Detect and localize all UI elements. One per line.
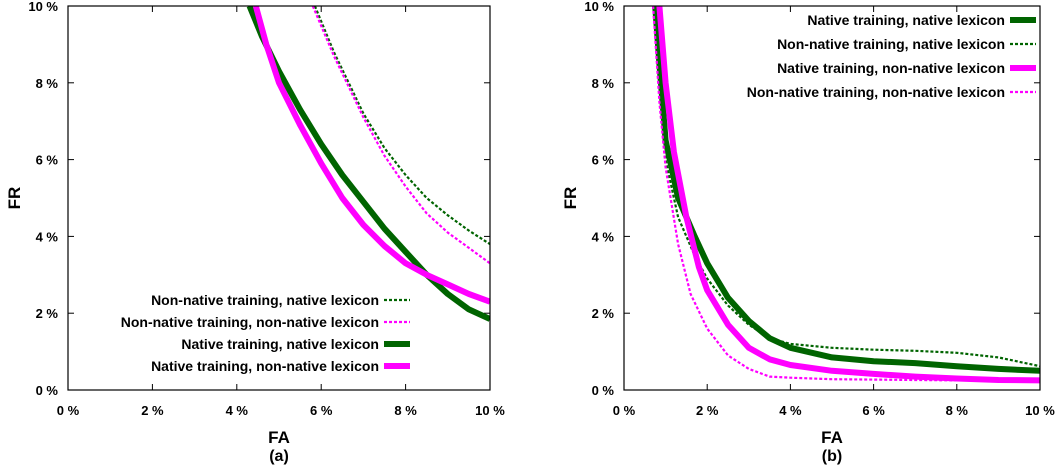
legend-label: Native training, native lexicon (807, 12, 1005, 28)
x-axis-label: FA (268, 428, 290, 447)
legend-label: Non-native training, native lexicon (777, 36, 1005, 52)
legend-label: Native training, non-native lexicon (777, 60, 1005, 76)
x-tick-label: 6 % (862, 403, 885, 418)
y-axis-label: FR (5, 187, 24, 210)
y-tick-label: 6 % (36, 153, 59, 168)
x-tick-label: 10 % (1025, 403, 1055, 418)
legend-label: Non-native training, non-native lexicon (747, 84, 1005, 100)
plot-frame (67, 5, 491, 391)
chart-panel-b: 0 % 2 % 4 % 6 % 8 % 10 % 0 % 2 % 4 % 6 % 8 % 10 % Na… (561, 0, 1055, 465)
x-tick-label: 4 % (779, 403, 802, 418)
y-tick-label: 6 % (592, 153, 615, 168)
series-line-3 (656, 6, 1040, 384)
x-tick-label: 4 % (226, 403, 249, 418)
x-tick-label: 10 % (475, 403, 505, 418)
x-tick-label: 2 % (141, 403, 164, 418)
panel-caption: (b) (822, 448, 842, 465)
y-tick-label: 2 % (36, 306, 59, 321)
y-tick-label: 10 % (28, 0, 58, 14)
series-line-1 (313, 6, 490, 246)
x-tick-label: 8 % (394, 403, 417, 418)
series-line-1 (652, 6, 1040, 374)
legend: Non-native training, native lexicon Non-n… (121, 292, 410, 374)
x-tick-label: 8 % (946, 403, 969, 418)
x-tick-label: 6 % (310, 403, 333, 418)
y-tick-label: 4 % (592, 229, 615, 244)
x-tick-label: 0 % (613, 403, 636, 418)
series-line-4 (252, 6, 490, 305)
panel-caption: (a) (269, 448, 289, 465)
legend-label: Non-native training, native lexicon (151, 292, 379, 308)
chart-panel-a: 0 % 2 % 4 % 6 % 8 % 10 % 0 % 2 % 4 % 6 % 8 % 10 % No… (5, 0, 505, 465)
y-tick-label: 0 % (592, 383, 615, 398)
legend-label: Non-native training, non-native lexicon (121, 314, 379, 330)
series-line-2 (311, 6, 490, 265)
y-tick-label: 8 % (36, 76, 59, 91)
y-tick-label: 8 % (592, 76, 615, 91)
x-tick-label: 2 % (696, 403, 719, 418)
legend-label: Native training, native lexicon (181, 336, 379, 352)
y-tick-label: 0 % (36, 383, 59, 398)
y-axis-label: FR (561, 187, 580, 210)
y-tick-label: 2 % (592, 306, 615, 321)
series-line-2 (652, 6, 1040, 368)
plot-frame (623, 5, 1041, 391)
series-line-4 (652, 6, 1040, 382)
y-tick-label: 10 % (584, 0, 614, 14)
series-line-3 (246, 6, 490, 322)
x-tick-label: 0 % (57, 403, 80, 418)
legend: Native training, native lexicon Non-nativ… (747, 12, 1036, 100)
legend-label: Native training, non-native lexicon (151, 358, 379, 374)
y-tick-label: 4 % (36, 229, 59, 244)
x-axis-label: FA (821, 428, 843, 447)
